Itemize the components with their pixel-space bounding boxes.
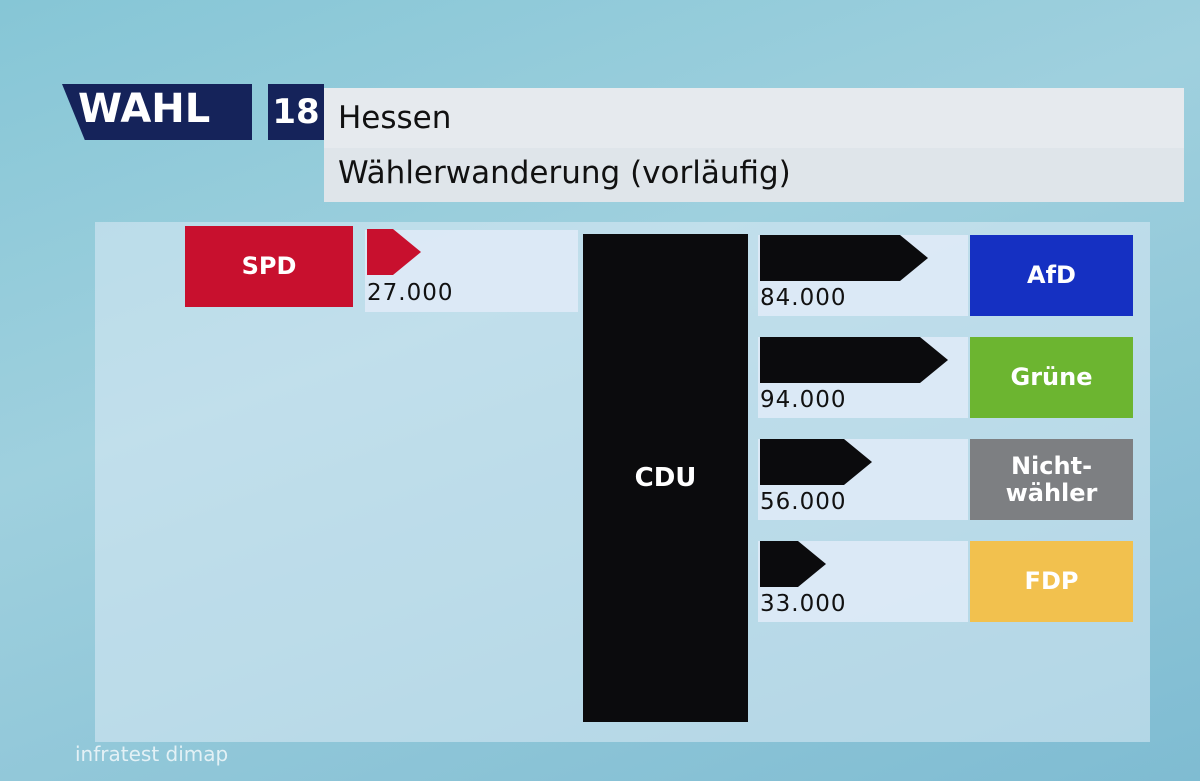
value-label: 27.000 (367, 280, 454, 306)
flow-arrow (760, 235, 928, 281)
party-box: Grüne (970, 337, 1133, 418)
flow-arrow (760, 337, 948, 383)
value-label: 84.000 (760, 285, 847, 311)
logo (62, 84, 252, 140)
flow-arrow (760, 541, 826, 587)
center-party: CDU (583, 234, 748, 722)
logo-text: WAHL (78, 86, 211, 132)
party-box: AfD (970, 235, 1133, 316)
flow-arrow (760, 439, 872, 485)
subtitle: Wählerwanderung (vorläufig) (324, 148, 1184, 202)
party-box: Nicht-wähler (970, 439, 1133, 520)
flow-arrow (367, 229, 421, 275)
source: infratest dimap (75, 742, 229, 766)
value-label: 33.000 (760, 591, 847, 617)
party-box: FDP (970, 541, 1133, 622)
title: Hessen (324, 88, 1184, 148)
value-label: 56.000 (760, 489, 847, 515)
logo-number: 18 (268, 84, 324, 140)
party-box: SPD (185, 226, 353, 307)
value-label: 94.000 (760, 387, 847, 413)
